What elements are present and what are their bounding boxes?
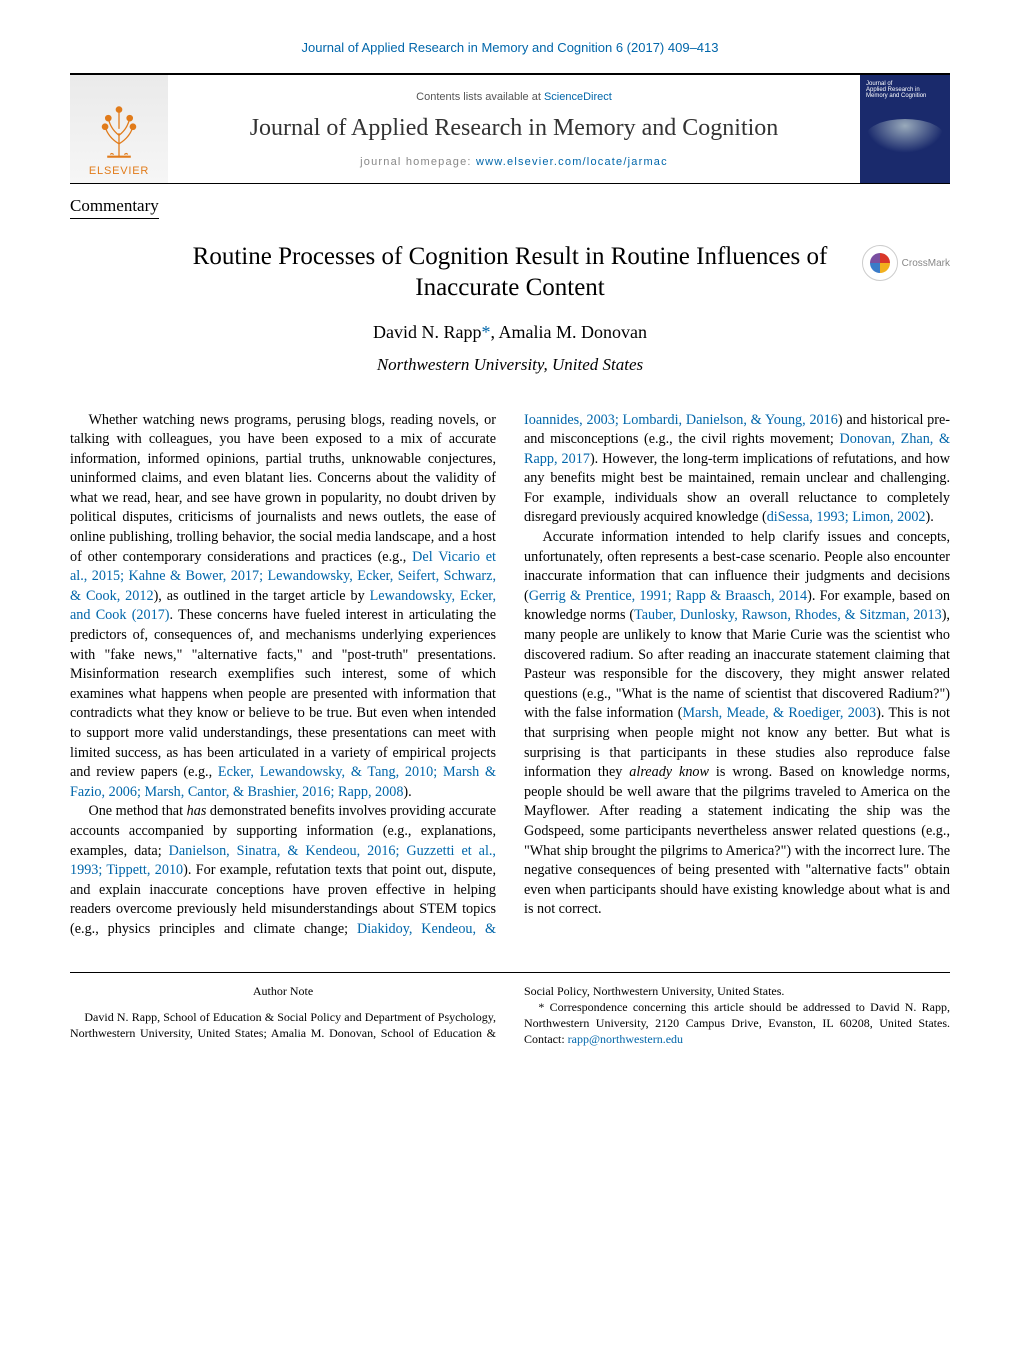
footnotes-rule [70,972,950,973]
journal-homepage-line: journal homepage: www.elsevier.com/locat… [176,156,852,168]
masthead-center: Contents lists available at ScienceDirec… [176,85,852,174]
crossmark-icon [862,245,898,281]
p1b: ), as outlined in the target article by [154,588,370,604]
homepage-prefix: journal homepage: [360,156,476,168]
article-type-row: Commentary [70,184,950,241]
author-1: David N. Rapp [373,322,481,342]
p2a: One method that [88,803,186,819]
sciencedirect-link[interactable]: ScienceDirect [544,91,612,103]
cite-8[interactable]: Gerrig & Prentice, 1991; Rapp & Braasch,… [529,588,807,604]
p2-emphasis: has [187,803,207,819]
title-row: Routine Processes of Cognition Result in… [70,241,950,322]
publisher-name: ELSEVIER [89,165,149,177]
crossmark-badge[interactable]: CrossMark [862,245,950,281]
article-type: Commentary [70,196,159,219]
p3e: is wrong. Based on knowledge norms, peop… [524,764,950,917]
authors: David N. Rapp*, Amalia M. Donovan [70,322,950,343]
crossmark-label: CrossMark [902,258,950,269]
contents-available-line: Contents lists available at ScienceDirec… [176,91,852,103]
p3-emphasis: already know [629,764,709,780]
cover-line-3: Memory and Cognition [866,93,944,99]
paragraph-3: Accurate information intended to help cl… [524,528,950,920]
paragraph-1: Whether watching news programs, perusing… [70,411,496,803]
contents-prefix: Contents lists available at [416,91,544,103]
cite-7[interactable]: diSessa, 1993; Limon, 2002 [767,509,926,525]
article-title: Routine Processes of Cognition Result in… [193,241,828,304]
affiliation: Northwestern University, United States [70,355,950,375]
author-note-heading: Author Note [70,983,496,999]
elsevier-tree-icon [92,101,146,161]
p1a: Whether watching news programs, perusing… [70,412,496,565]
page: Journal of Applied Research in Memory an… [0,0,1020,1077]
title-line-1: Routine Processes of Cognition Result in… [193,243,828,270]
author-2: Amalia M. Donovan [499,322,647,342]
p1d: ). [403,784,411,800]
p2f: ). [926,509,934,525]
journal-title: Journal of Applied Research in Memory an… [176,115,852,142]
author-sep: , [490,322,498,342]
corr-email-link[interactable]: rapp@northwestern.edu [568,1032,683,1046]
correspondence-note: * Correspondence concerning this article… [524,999,950,1048]
cite-10[interactable]: Marsh, Meade, & Roediger, 2003 [682,705,876,721]
p1c: . These concerns have fueled interest in… [70,607,496,780]
cover-swoosh-graphic [866,119,944,153]
body-columns: Whether watching news programs, perusing… [70,411,950,940]
running-header: Journal of Applied Research in Memory an… [70,40,950,55]
title-line-2: Inaccurate Content [415,274,605,301]
cite-9[interactable]: Tauber, Dunlosky, Rawson, Rhodes, & Sitz… [634,607,942,623]
journal-homepage-link[interactable]: www.elsevier.com/locate/jarmac [476,156,668,168]
journal-cover-thumb: Journal of Applied Research in Memory an… [860,75,950,183]
footnotes: Author Note David N. Rapp, School of Edu… [70,983,950,1048]
publisher-logo-block: ELSEVIER [70,75,168,183]
masthead: ELSEVIER Contents lists available at Sci… [70,73,950,184]
